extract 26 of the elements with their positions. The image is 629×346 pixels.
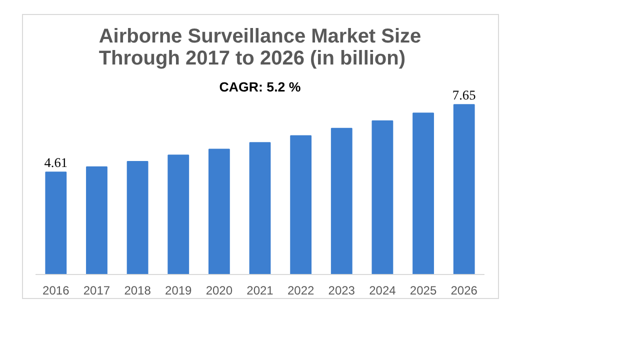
bar [45,172,67,274]
bar [249,142,271,274]
bar [290,135,312,274]
x-tick-label: 2020 [206,284,233,298]
x-tick-label: 2017 [83,284,110,298]
data-label: 4.61 [44,155,68,170]
x-tick-label: 2018 [124,284,152,298]
bar [453,104,475,274]
text: CAGR: 5.2 % [219,79,301,94]
bar [168,154,190,274]
bar [86,166,108,274]
x-tick-label: 2026 [450,284,478,298]
chart-title: Airborne Surveillance Market Size Through 2017 to 2026 (in billion) [98,26,422,70]
x-tick-label: 2019 [165,284,192,298]
bar [330,128,352,274]
x-tick-label: 2022 [287,284,314,298]
x-tick-label: 2021 [246,284,274,298]
x-tick-label: 2016 [42,284,70,298]
bar [208,148,230,274]
bar [412,112,434,274]
x-tick-label: 2024 [369,284,396,298]
x-tick-label: 2025 [410,284,437,298]
bar [126,161,148,274]
bar [372,120,394,274]
x-tick-label: 2023 [328,284,356,298]
data-label: 7.65 [452,88,476,103]
